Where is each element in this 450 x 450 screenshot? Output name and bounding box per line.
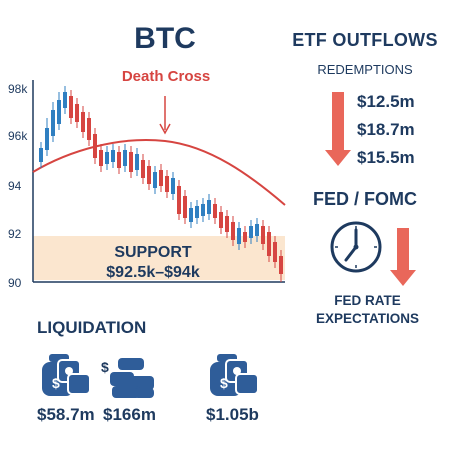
fed-fomc-title: FED / FOMC: [313, 189, 417, 209]
candle: [129, 152, 133, 172]
candle: [177, 186, 181, 214]
candle: [231, 222, 235, 240]
candle: [123, 150, 127, 166]
support-band: [33, 236, 285, 280]
candle: [75, 104, 79, 122]
candle: [57, 100, 61, 124]
candle: [87, 118, 91, 140]
candle: [183, 196, 187, 218]
candle: [243, 232, 247, 242]
candle: [147, 166, 151, 184]
svg-text:$: $: [52, 375, 60, 391]
candle: [117, 152, 121, 168]
candle: [93, 134, 97, 158]
candle: [171, 178, 175, 194]
candle: [63, 92, 67, 108]
candle: [213, 204, 217, 218]
y-tick-label: 92: [8, 227, 22, 241]
candle: [273, 242, 277, 262]
moving-average-line: [32, 139, 286, 206]
support-label: SUPPORT $92.5k–$94k: [74, 243, 232, 283]
clock-icon: [330, 221, 382, 273]
y-tick-label: 90: [8, 276, 22, 290]
candle: [249, 226, 253, 238]
liquidation-value: $1.05b: [206, 405, 259, 424]
down-arrow-icon: [325, 92, 351, 166]
candle: [201, 204, 205, 216]
candle: [219, 212, 223, 228]
candle: [267, 232, 271, 256]
etf-value: $18.7m: [357, 120, 415, 139]
y-tick-label: 96k: [8, 129, 28, 143]
death-cross-arrow-head: [159, 123, 171, 135]
y-tick-label: 98k: [8, 82, 28, 96]
candle: [81, 112, 85, 132]
candle: [99, 150, 103, 166]
candle: [255, 224, 259, 236]
svg-text:$: $: [101, 359, 109, 375]
candle: [261, 226, 265, 244]
candle: [105, 152, 109, 164]
candle: [207, 200, 211, 214]
candle: [45, 128, 49, 150]
etf-redemptions-subtitle: REDEMPTIONS: [317, 62, 413, 77]
support-label-line2: $92.5k–$94k: [106, 264, 200, 281]
candle: [153, 172, 157, 188]
etf-outflows-title: ETF OUTFLOWS: [292, 30, 438, 50]
candle: [279, 256, 283, 274]
fed-rate-expectations: FED RATE EXPECTATIONS: [285, 292, 450, 328]
candle: [51, 110, 55, 136]
y-tick-label: 94: [8, 179, 22, 193]
etf-value: $15.5m: [357, 148, 415, 167]
candle: [189, 208, 193, 222]
down-arrow-icon: [390, 228, 416, 286]
candle: [225, 216, 229, 232]
death-cross-label: Death Cross: [121, 68, 211, 85]
page-title: BTC: [134, 22, 196, 55]
candle: [39, 148, 43, 162]
candle: [195, 206, 199, 218]
candle: [237, 228, 241, 244]
money-bag-icon: $: [210, 354, 259, 396]
svg-text:$: $: [220, 375, 228, 391]
liquidation-title: LIQUIDATION: [37, 318, 147, 337]
liquidation-value: $166m: [103, 405, 156, 424]
fed-sub-line2: EXPECTATIONS: [315, 311, 419, 326]
candle: [111, 150, 115, 162]
money-bag-icon: $: [42, 354, 91, 396]
liquidation-value: $58.7m: [37, 405, 95, 424]
fed-sub-line1: FED RATE: [334, 293, 401, 308]
support-label-line1: SUPPORT: [114, 244, 192, 261]
candle: [135, 154, 139, 170]
candle: [69, 96, 73, 118]
candle: [159, 170, 163, 186]
etf-value: $12.5m: [357, 92, 415, 111]
cash-stack-icon: $: [101, 358, 154, 398]
candle: [165, 176, 169, 192]
candle: [141, 160, 145, 178]
